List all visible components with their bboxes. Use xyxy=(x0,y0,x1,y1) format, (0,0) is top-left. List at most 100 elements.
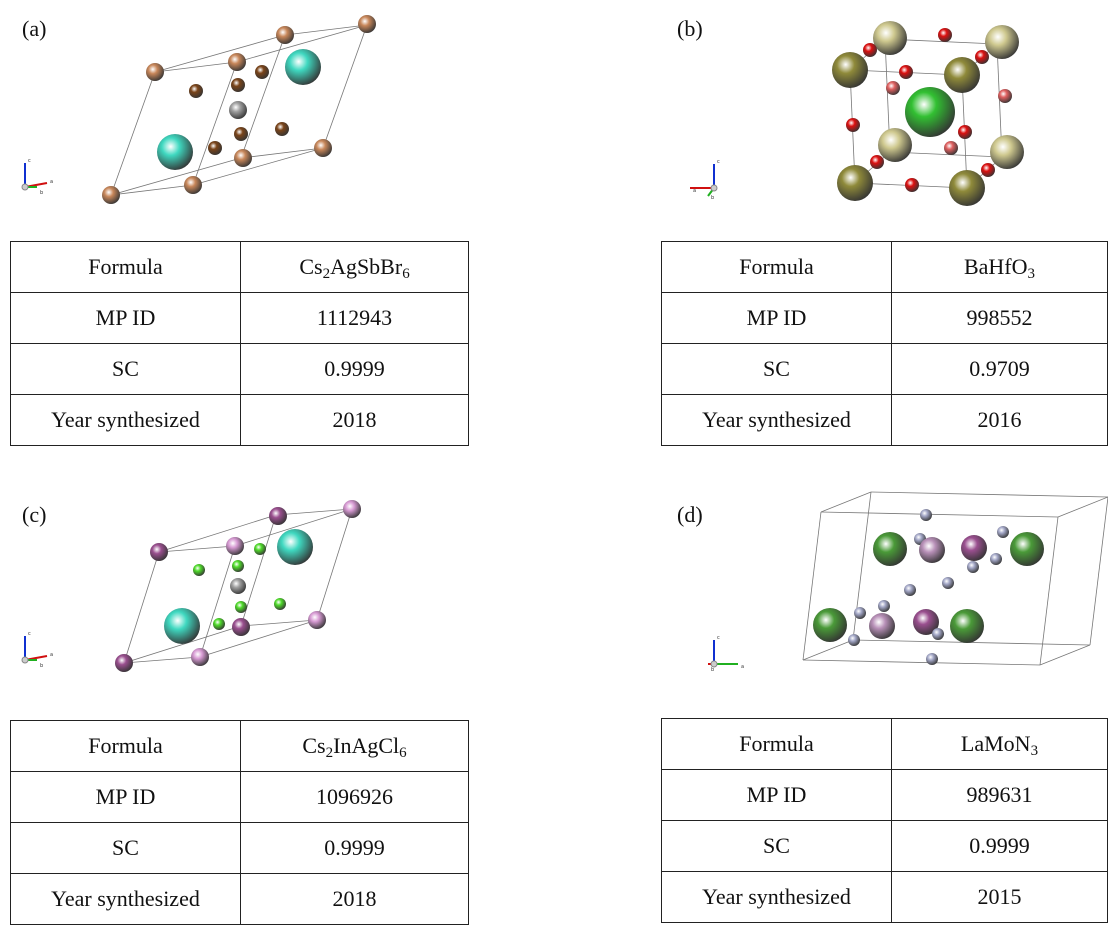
table-row: FormulaLaMoN3 xyxy=(662,719,1108,770)
cell-edge xyxy=(821,492,871,512)
cell-edge xyxy=(241,148,323,158)
property-name: MP ID xyxy=(662,770,892,821)
property-value: 2018 xyxy=(241,395,469,446)
formula-subscript: 6 xyxy=(402,266,410,282)
atom xyxy=(873,532,907,566)
property-name: Year synthesized xyxy=(11,874,241,925)
atom xyxy=(232,560,244,572)
cell-edge xyxy=(124,657,200,663)
atom xyxy=(275,122,289,136)
axis-label: c xyxy=(28,158,31,164)
property-value: 2015 xyxy=(892,872,1108,923)
axis-label: a xyxy=(50,652,53,658)
cell-edge xyxy=(111,185,193,195)
formula-subscript: 2 xyxy=(326,745,334,761)
atom xyxy=(878,600,890,612)
cell-edge xyxy=(285,25,367,35)
atom xyxy=(869,613,895,639)
panel-label: (b) xyxy=(677,16,703,42)
cell-edge xyxy=(803,512,821,660)
cell-edge xyxy=(803,640,853,660)
atom xyxy=(919,537,945,563)
atom xyxy=(146,63,164,81)
property-value: 0.9999 xyxy=(892,821,1108,872)
formula-text: Cs xyxy=(299,254,322,279)
atom xyxy=(1010,532,1044,566)
property-value: 2016 xyxy=(892,395,1108,446)
cell-edge xyxy=(1090,497,1108,645)
atom xyxy=(115,654,133,672)
atom xyxy=(150,543,168,561)
property-value: 1112943 xyxy=(241,293,469,344)
atom xyxy=(277,529,313,565)
cell-edge xyxy=(871,492,1108,497)
formula-subscript: 6 xyxy=(399,745,407,761)
atom xyxy=(886,81,900,95)
cell-edge xyxy=(124,552,159,663)
atom xyxy=(837,165,873,201)
property-value: BaHfO3 xyxy=(892,242,1108,293)
atom xyxy=(958,125,972,139)
table-row: MP ID998552 xyxy=(662,293,1108,344)
atom xyxy=(358,15,376,33)
property-name: Formula xyxy=(662,719,892,770)
atom xyxy=(226,537,244,555)
atom xyxy=(905,87,955,137)
property-value: Cs2AgSbBr6 xyxy=(241,242,469,293)
atom xyxy=(191,648,209,666)
property-name: SC xyxy=(11,823,241,874)
atom xyxy=(904,584,916,596)
atom xyxy=(944,141,958,155)
table-row: FormulaCs2AgSbBr6 xyxy=(11,242,469,293)
property-name: Formula xyxy=(11,242,241,293)
atom xyxy=(231,78,245,92)
axis-label: c xyxy=(717,635,720,641)
atom xyxy=(343,500,361,518)
atom xyxy=(944,57,980,93)
atom xyxy=(193,564,205,576)
atom xyxy=(899,65,913,79)
atom xyxy=(990,135,1024,169)
property-value: 2018 xyxy=(241,874,469,925)
property-name: MP ID xyxy=(11,293,241,344)
atom xyxy=(274,598,286,610)
axis-label: a xyxy=(50,179,53,185)
atom xyxy=(975,50,989,64)
atom xyxy=(870,155,884,169)
atom xyxy=(938,28,952,42)
cell-edge xyxy=(317,509,352,620)
atom xyxy=(981,163,995,177)
atom xyxy=(848,634,860,646)
atom xyxy=(230,578,246,594)
formula-subscript: 3 xyxy=(1031,743,1039,759)
atom xyxy=(854,607,866,619)
property-name: Year synthesized xyxy=(662,395,892,446)
atom xyxy=(232,618,250,636)
property-name: MP ID xyxy=(662,293,892,344)
atom xyxy=(208,141,222,155)
cell-edge xyxy=(241,620,317,626)
table-row: Year synthesized2018 xyxy=(11,395,469,446)
atom xyxy=(985,25,1019,59)
cell-edge xyxy=(155,62,237,72)
panel-label: (a) xyxy=(22,16,46,42)
axis-origin xyxy=(22,184,28,190)
formula-subscript: 3 xyxy=(1028,266,1036,282)
axis-label: b xyxy=(40,663,43,669)
cell-edge xyxy=(200,546,235,657)
formula-text: BaHfO xyxy=(964,254,1028,279)
property-name: SC xyxy=(662,344,892,395)
property-value: 0.9999 xyxy=(241,344,469,395)
atom xyxy=(878,128,912,162)
atom xyxy=(846,118,860,132)
cell-edge xyxy=(821,512,1058,517)
atom xyxy=(949,170,985,206)
property-name: MP ID xyxy=(11,772,241,823)
axis-origin xyxy=(711,185,717,191)
axis-origin xyxy=(22,657,28,663)
